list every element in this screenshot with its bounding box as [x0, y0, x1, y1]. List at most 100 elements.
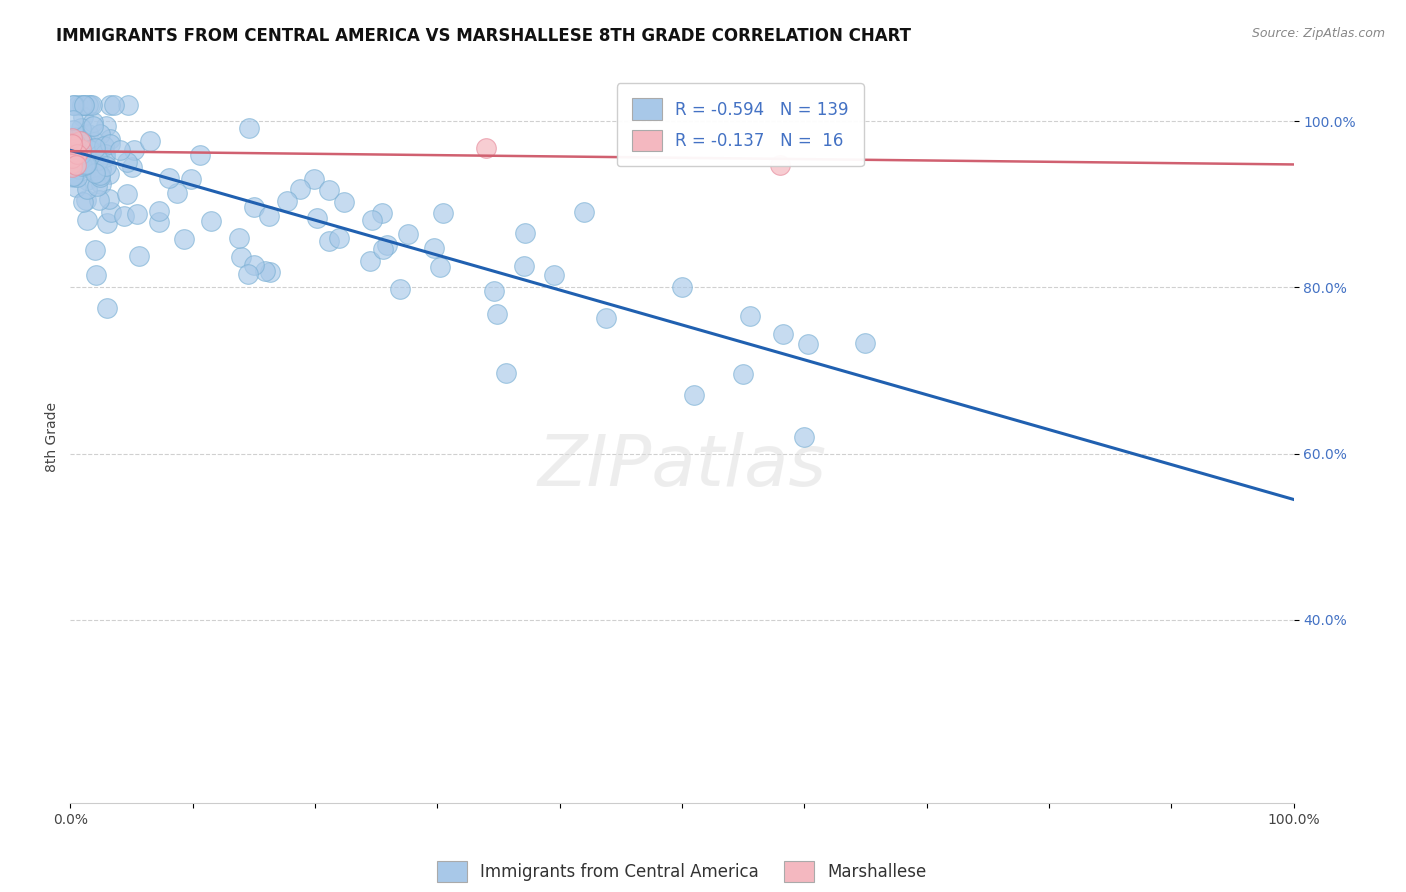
Point [772, 326, 794, 341]
Point [188, 148, 211, 162]
Point [89, 168, 111, 182]
Point [62, 142, 84, 156]
Point [243, 200, 266, 214]
Point [359, 254, 381, 268]
Point [375, 237, 398, 252]
Point [65, 136, 87, 150]
Point [90, 161, 112, 176]
Point [572, 204, 595, 219]
Point [166, 186, 188, 201]
Point [733, 367, 755, 381]
Point [83, 135, 105, 149]
Point [595, 310, 617, 325]
Point [65, 179, 87, 194]
Point [65, 130, 87, 145]
Point [94, 119, 117, 133]
Point [98, 167, 121, 181]
Point [512, 260, 534, 274]
Point [73, 97, 96, 112]
Text: ZIPatlas: ZIPatlas [537, 432, 827, 500]
Point [157, 171, 180, 186]
Point [96, 216, 118, 230]
Point [242, 259, 264, 273]
Point [482, 284, 505, 298]
Point [62, 169, 84, 184]
Point [87, 148, 110, 162]
Point [75, 160, 97, 174]
Point [228, 231, 250, 245]
Point [62, 150, 84, 164]
Point [89, 168, 111, 182]
Point [173, 232, 195, 246]
Point [65, 151, 87, 165]
Point [60, 137, 83, 152]
Point [90, 178, 112, 192]
Point [76, 173, 98, 187]
Point [257, 209, 280, 223]
Point [89, 169, 111, 184]
Point [103, 97, 125, 112]
Point [121, 160, 143, 174]
Point [305, 211, 328, 225]
Point [69, 161, 91, 176]
Point [671, 279, 693, 293]
Point [62, 136, 84, 150]
Point [72, 194, 94, 209]
Point [122, 143, 145, 157]
Point [138, 134, 160, 148]
Point [66, 146, 89, 161]
Point [66, 170, 89, 185]
Point [60, 156, 83, 170]
Point [62, 112, 84, 127]
Point [62, 138, 84, 153]
Point [96, 301, 118, 316]
Point [60, 136, 83, 150]
Point [115, 155, 138, 169]
Point [70, 159, 93, 173]
Point [87, 153, 110, 167]
Point [89, 193, 111, 207]
Point [60, 131, 83, 145]
Point [93, 139, 115, 153]
Point [82, 120, 104, 134]
Point [128, 249, 150, 263]
Point [513, 226, 536, 240]
Point [70, 142, 93, 156]
Point [475, 140, 498, 154]
Point [67, 130, 90, 145]
Text: IMMIGRANTS FROM CENTRAL AMERICA VS MARSHALLESE 8TH GRADE CORRELATION CHART: IMMIGRANTS FROM CENTRAL AMERICA VS MARSH… [56, 27, 911, 45]
Point [254, 264, 277, 278]
Point [70, 120, 93, 135]
Point [69, 134, 91, 148]
Point [740, 309, 762, 323]
Point [98, 97, 121, 112]
Point [63, 169, 86, 183]
Point [125, 207, 148, 221]
Point [117, 97, 139, 112]
Point [396, 227, 419, 241]
Point [422, 241, 444, 255]
Point [98, 192, 121, 206]
Point [236, 267, 259, 281]
Point [543, 268, 565, 283]
Point [231, 250, 253, 264]
Point [70, 97, 93, 112]
Point [115, 186, 138, 201]
Point [276, 194, 298, 208]
Point [62, 145, 84, 159]
Point [83, 243, 105, 257]
Point [82, 97, 104, 112]
Point [110, 143, 132, 157]
Point [318, 183, 340, 197]
Point [84, 141, 107, 155]
Point [75, 158, 97, 172]
Point [98, 136, 121, 151]
Point [76, 97, 98, 112]
Point [76, 136, 98, 151]
Y-axis label: 8th Grade: 8th Grade [45, 402, 59, 472]
Text: Source: ZipAtlas.com: Source: ZipAtlas.com [1251, 27, 1385, 40]
Point [75, 194, 97, 208]
Point [855, 336, 877, 351]
Legend: Immigrants from Central America, Marshallese: Immigrants from Central America, Marshal… [423, 847, 941, 892]
Point [259, 265, 281, 279]
